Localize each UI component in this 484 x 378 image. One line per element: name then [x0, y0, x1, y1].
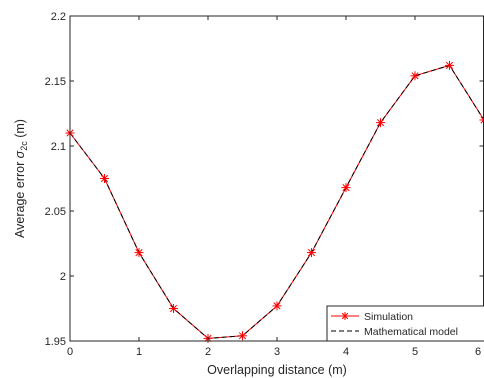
x-axis-label: Overlapping distance (m)	[207, 363, 347, 377]
marker-stroke	[238, 332, 247, 340]
x-tick-label: 1	[136, 346, 142, 358]
y-tick-label: 2.15	[45, 76, 66, 88]
x-tick-label: 0	[67, 346, 73, 358]
data-point	[307, 248, 316, 258]
data-point	[238, 331, 247, 341]
legend-label-mathematical-model: Mathematical model	[364, 326, 458, 338]
plot-frame	[69, 15, 484, 342]
legend: Simulation Mathematical model	[326, 305, 484, 342]
y-tick-label: 2.2	[51, 11, 66, 23]
x-tick-label: 5	[412, 346, 418, 358]
y-axis-label-subscript: 2c	[19, 141, 29, 151]
marker-stroke	[411, 72, 419, 80]
data-point	[100, 174, 109, 183]
data-point	[134, 248, 144, 258]
x-tick-label: 3	[274, 346, 280, 358]
marker-stroke	[376, 119, 385, 127]
data-point	[341, 183, 351, 193]
series-line-0	[69, 64, 484, 339]
marker-stroke	[273, 302, 281, 310]
legend-label-simulation: Simulation	[364, 311, 413, 323]
y-axis-label-unit: (m)	[13, 119, 27, 141]
y-tick-label: 2	[60, 271, 66, 283]
data-point	[445, 60, 454, 70]
y-tick-label: 1.95	[45, 336, 66, 348]
data-point	[479, 115, 484, 125]
data-point	[410, 71, 420, 81]
marker-stroke	[100, 174, 109, 183]
marker-stroke	[307, 249, 316, 257]
legend-marker-stroke	[341, 312, 349, 320]
legend-marker-simulation	[341, 312, 349, 320]
x-tick-label: 2	[205, 346, 211, 358]
marker-stroke	[341, 312, 349, 320]
data-point	[272, 301, 282, 311]
marker-stroke	[480, 116, 484, 121]
x-tick-label: 6	[475, 346, 481, 358]
y-tick-label: 2.1	[51, 141, 66, 153]
y-axis-label-sigma: σ	[13, 150, 27, 158]
x-tick-label: 4	[343, 346, 349, 358]
y-axis-label-main: Average error	[13, 158, 27, 238]
chart-marks	[65, 60, 484, 343]
marker-stroke	[445, 61, 454, 69]
axis-ticks: 0 1 2 3 4 5 6 1.95 2 2.05 2.1 2.15 2.2	[45, 11, 484, 358]
marker-stroke	[480, 119, 484, 124]
data-point	[169, 304, 178, 313]
marker-stroke	[169, 304, 178, 313]
y-axis-label: Average error σ2c (m)	[13, 119, 29, 238]
y-tick-label: 2.05	[45, 206, 66, 218]
legend-box	[326, 305, 484, 342]
data-point	[376, 118, 385, 128]
series-line-1	[69, 64, 484, 339]
marker-stroke	[135, 249, 143, 257]
marker-stroke	[342, 184, 350, 192]
